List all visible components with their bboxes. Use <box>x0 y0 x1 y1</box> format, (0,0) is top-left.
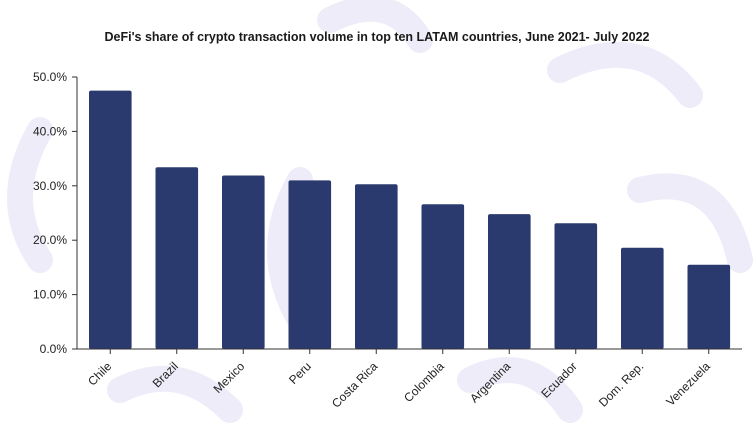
bar-chile <box>89 90 132 349</box>
y-tick-label: 50.0% <box>33 70 67 84</box>
bar-venezuela <box>687 264 731 349</box>
y-tick-label: 20.0% <box>33 233 67 247</box>
x-tick-label: Mexico <box>211 359 248 396</box>
bar-peru <box>288 180 332 349</box>
chart-title: DeFi's share of crypto transaction volum… <box>104 30 649 44</box>
bars <box>89 90 731 349</box>
y-tick-label: 0.0% <box>40 342 68 356</box>
y-tick-label: 30.0% <box>33 179 67 193</box>
y-tick-label: 40.0% <box>33 124 67 138</box>
y-axis: 0.0% 10.0% 20.0% 30.0% 40.0% 50.0% <box>33 70 78 356</box>
x-tick-label: Colombia <box>401 359 447 405</box>
bar-costa-rica <box>355 184 398 349</box>
y-tick-label: 10.0% <box>33 288 67 302</box>
bar-brazil <box>155 167 199 349</box>
bar-mexico <box>222 175 265 349</box>
bar-dom-rep <box>621 247 664 349</box>
bar-ecuador <box>554 223 598 349</box>
x-tick-label: Peru <box>286 359 314 387</box>
bar-colombia <box>421 204 465 349</box>
bar-argentina <box>488 214 531 349</box>
x-tick-label: Venezuela <box>663 359 713 409</box>
x-tick-label: Dom. Rep. <box>596 359 646 409</box>
x-tick-label: Costa Rica <box>329 359 381 411</box>
